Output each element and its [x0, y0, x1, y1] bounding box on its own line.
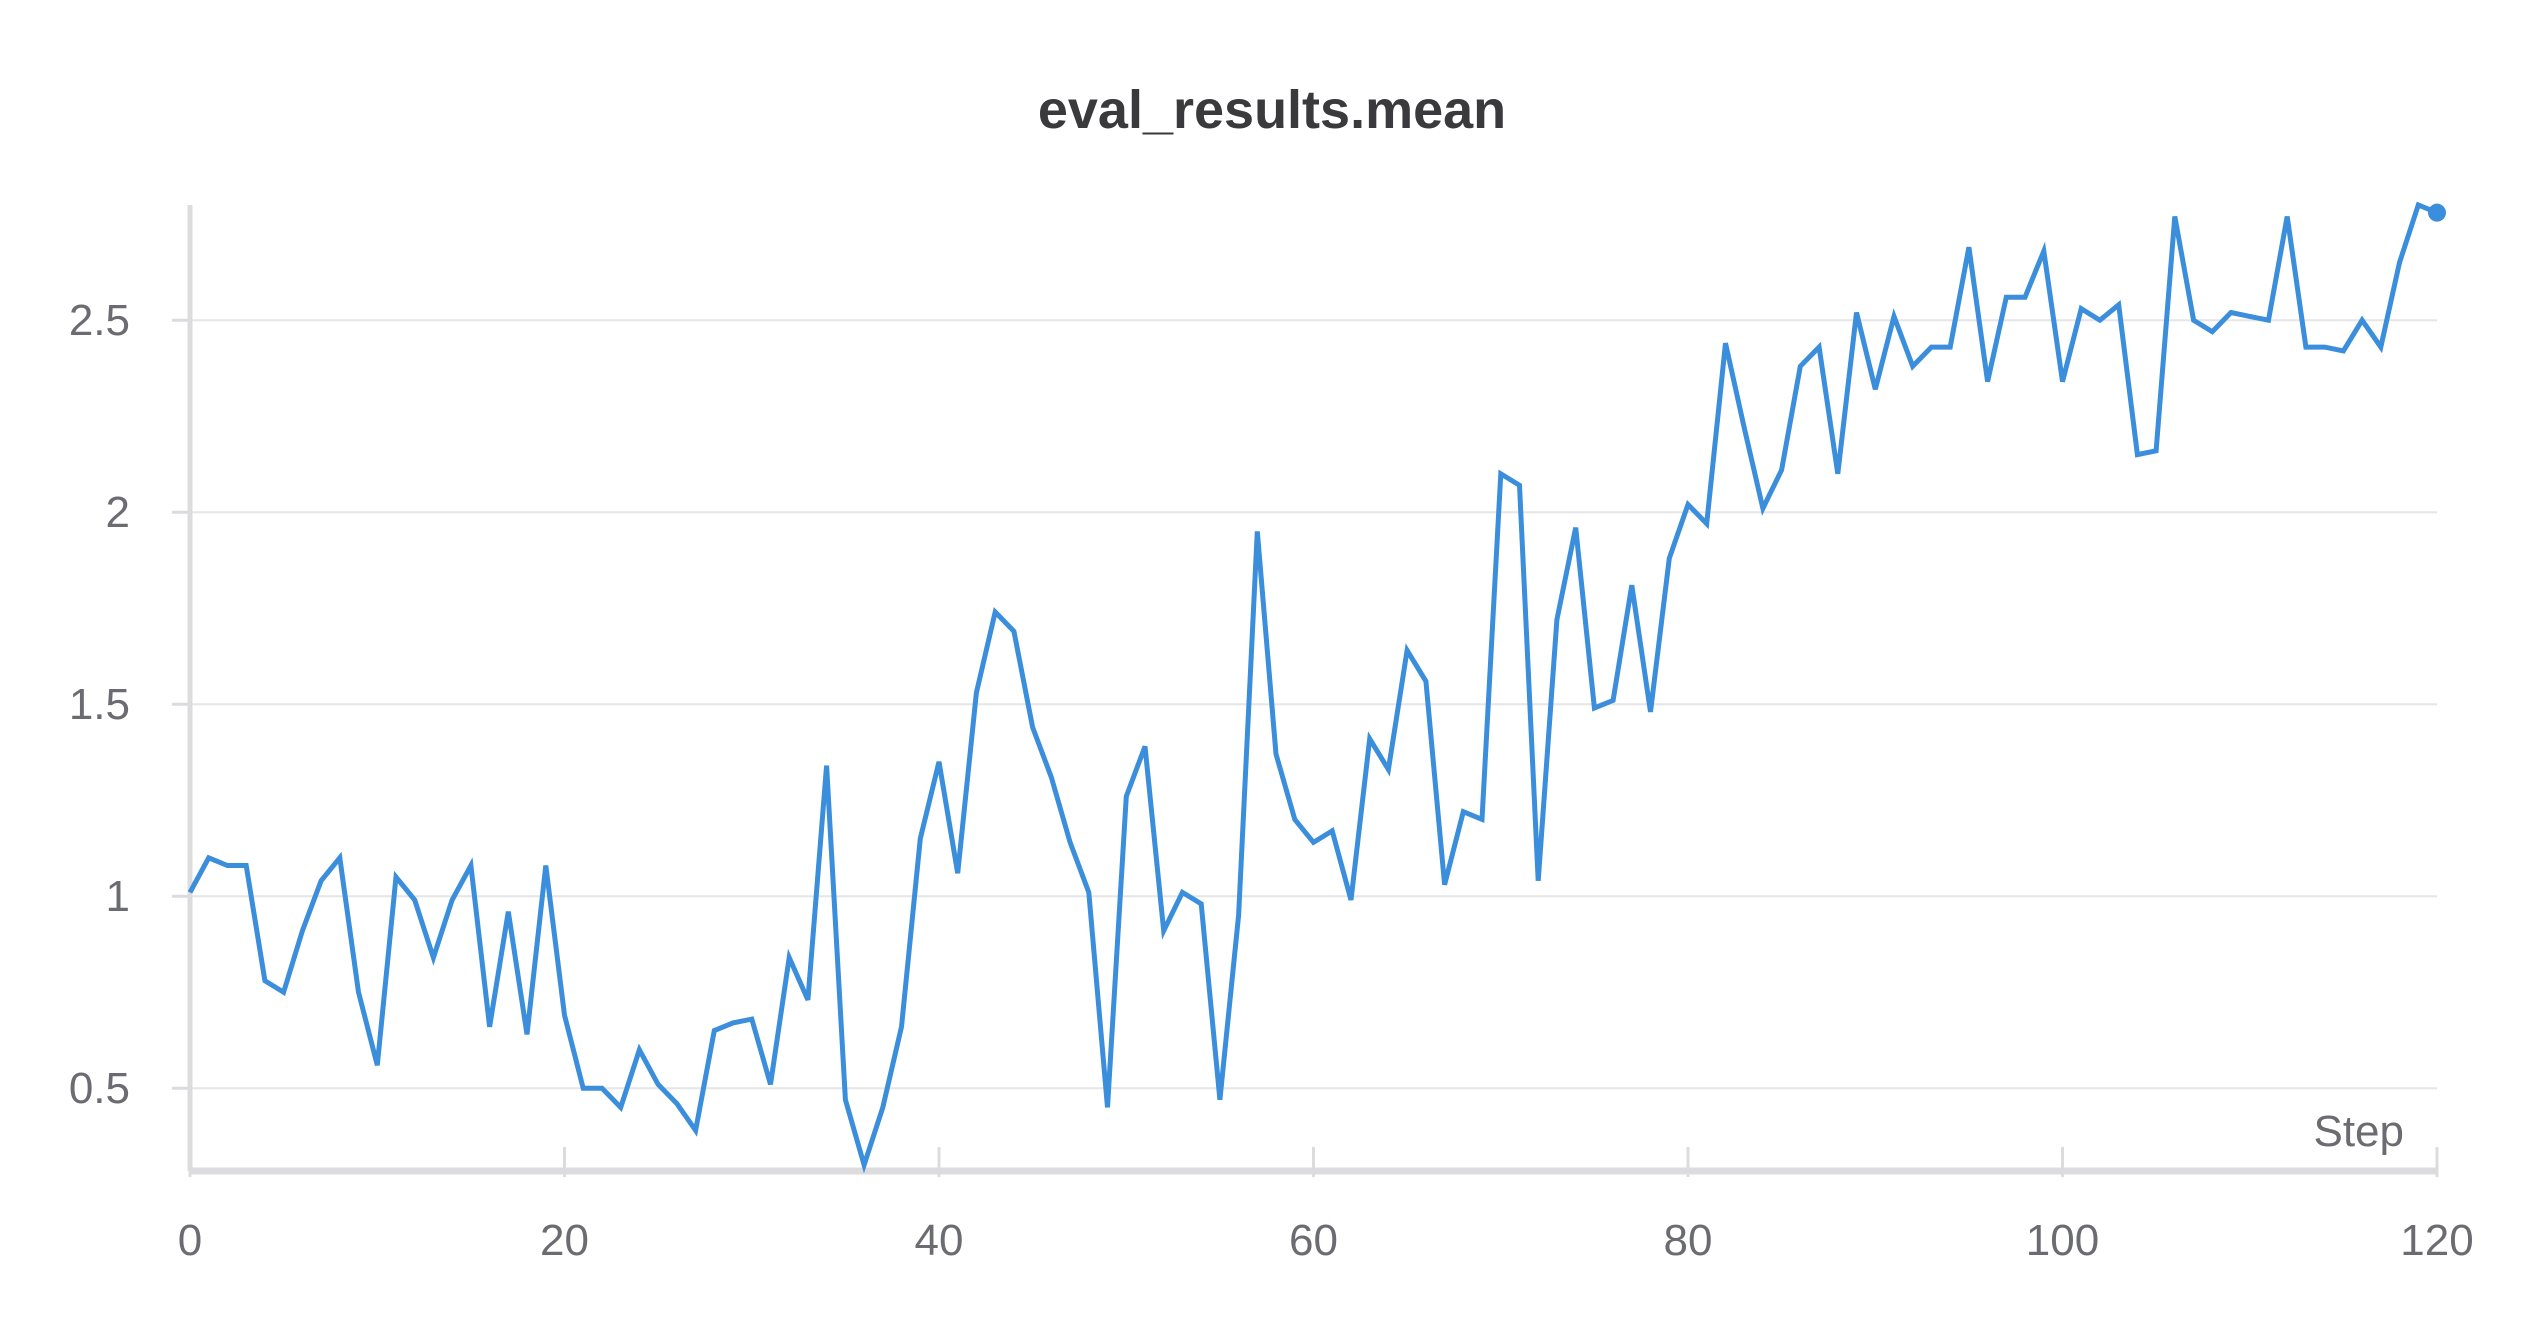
y-tick-label: 2 [106, 488, 130, 537]
series-layer [187, 201, 2446, 1174]
grid-lines [190, 319, 2437, 1090]
series-line [187, 201, 2438, 1174]
x-tick-label: 80 [1664, 1216, 1713, 1265]
x-tick-label: 20 [540, 1216, 589, 1265]
x-tick-label: 120 [2400, 1216, 2473, 1265]
x-axis-label: Step [2313, 1107, 2404, 1156]
y-tick-label: 1.5 [69, 680, 130, 729]
tick-labels: 0.5 1 1.5 2 2.5 0 20 40 60 80 100 120 [69, 296, 2474, 1265]
x-tick-label: 100 [2026, 1216, 2099, 1265]
last-point-marker [2428, 203, 2446, 222]
y-tick-label: 1 [106, 872, 130, 921]
y-tick-label: 0.5 [69, 1064, 130, 1113]
axes [172, 205, 2439, 1177]
x-tick-label: 40 [915, 1216, 964, 1265]
y-tick-label: 2.5 [69, 296, 130, 345]
chart-title: eval_results.mean [1038, 80, 1506, 140]
x-tick-label: 0 [178, 1216, 202, 1265]
x-tick-label: 60 [1289, 1216, 1338, 1265]
